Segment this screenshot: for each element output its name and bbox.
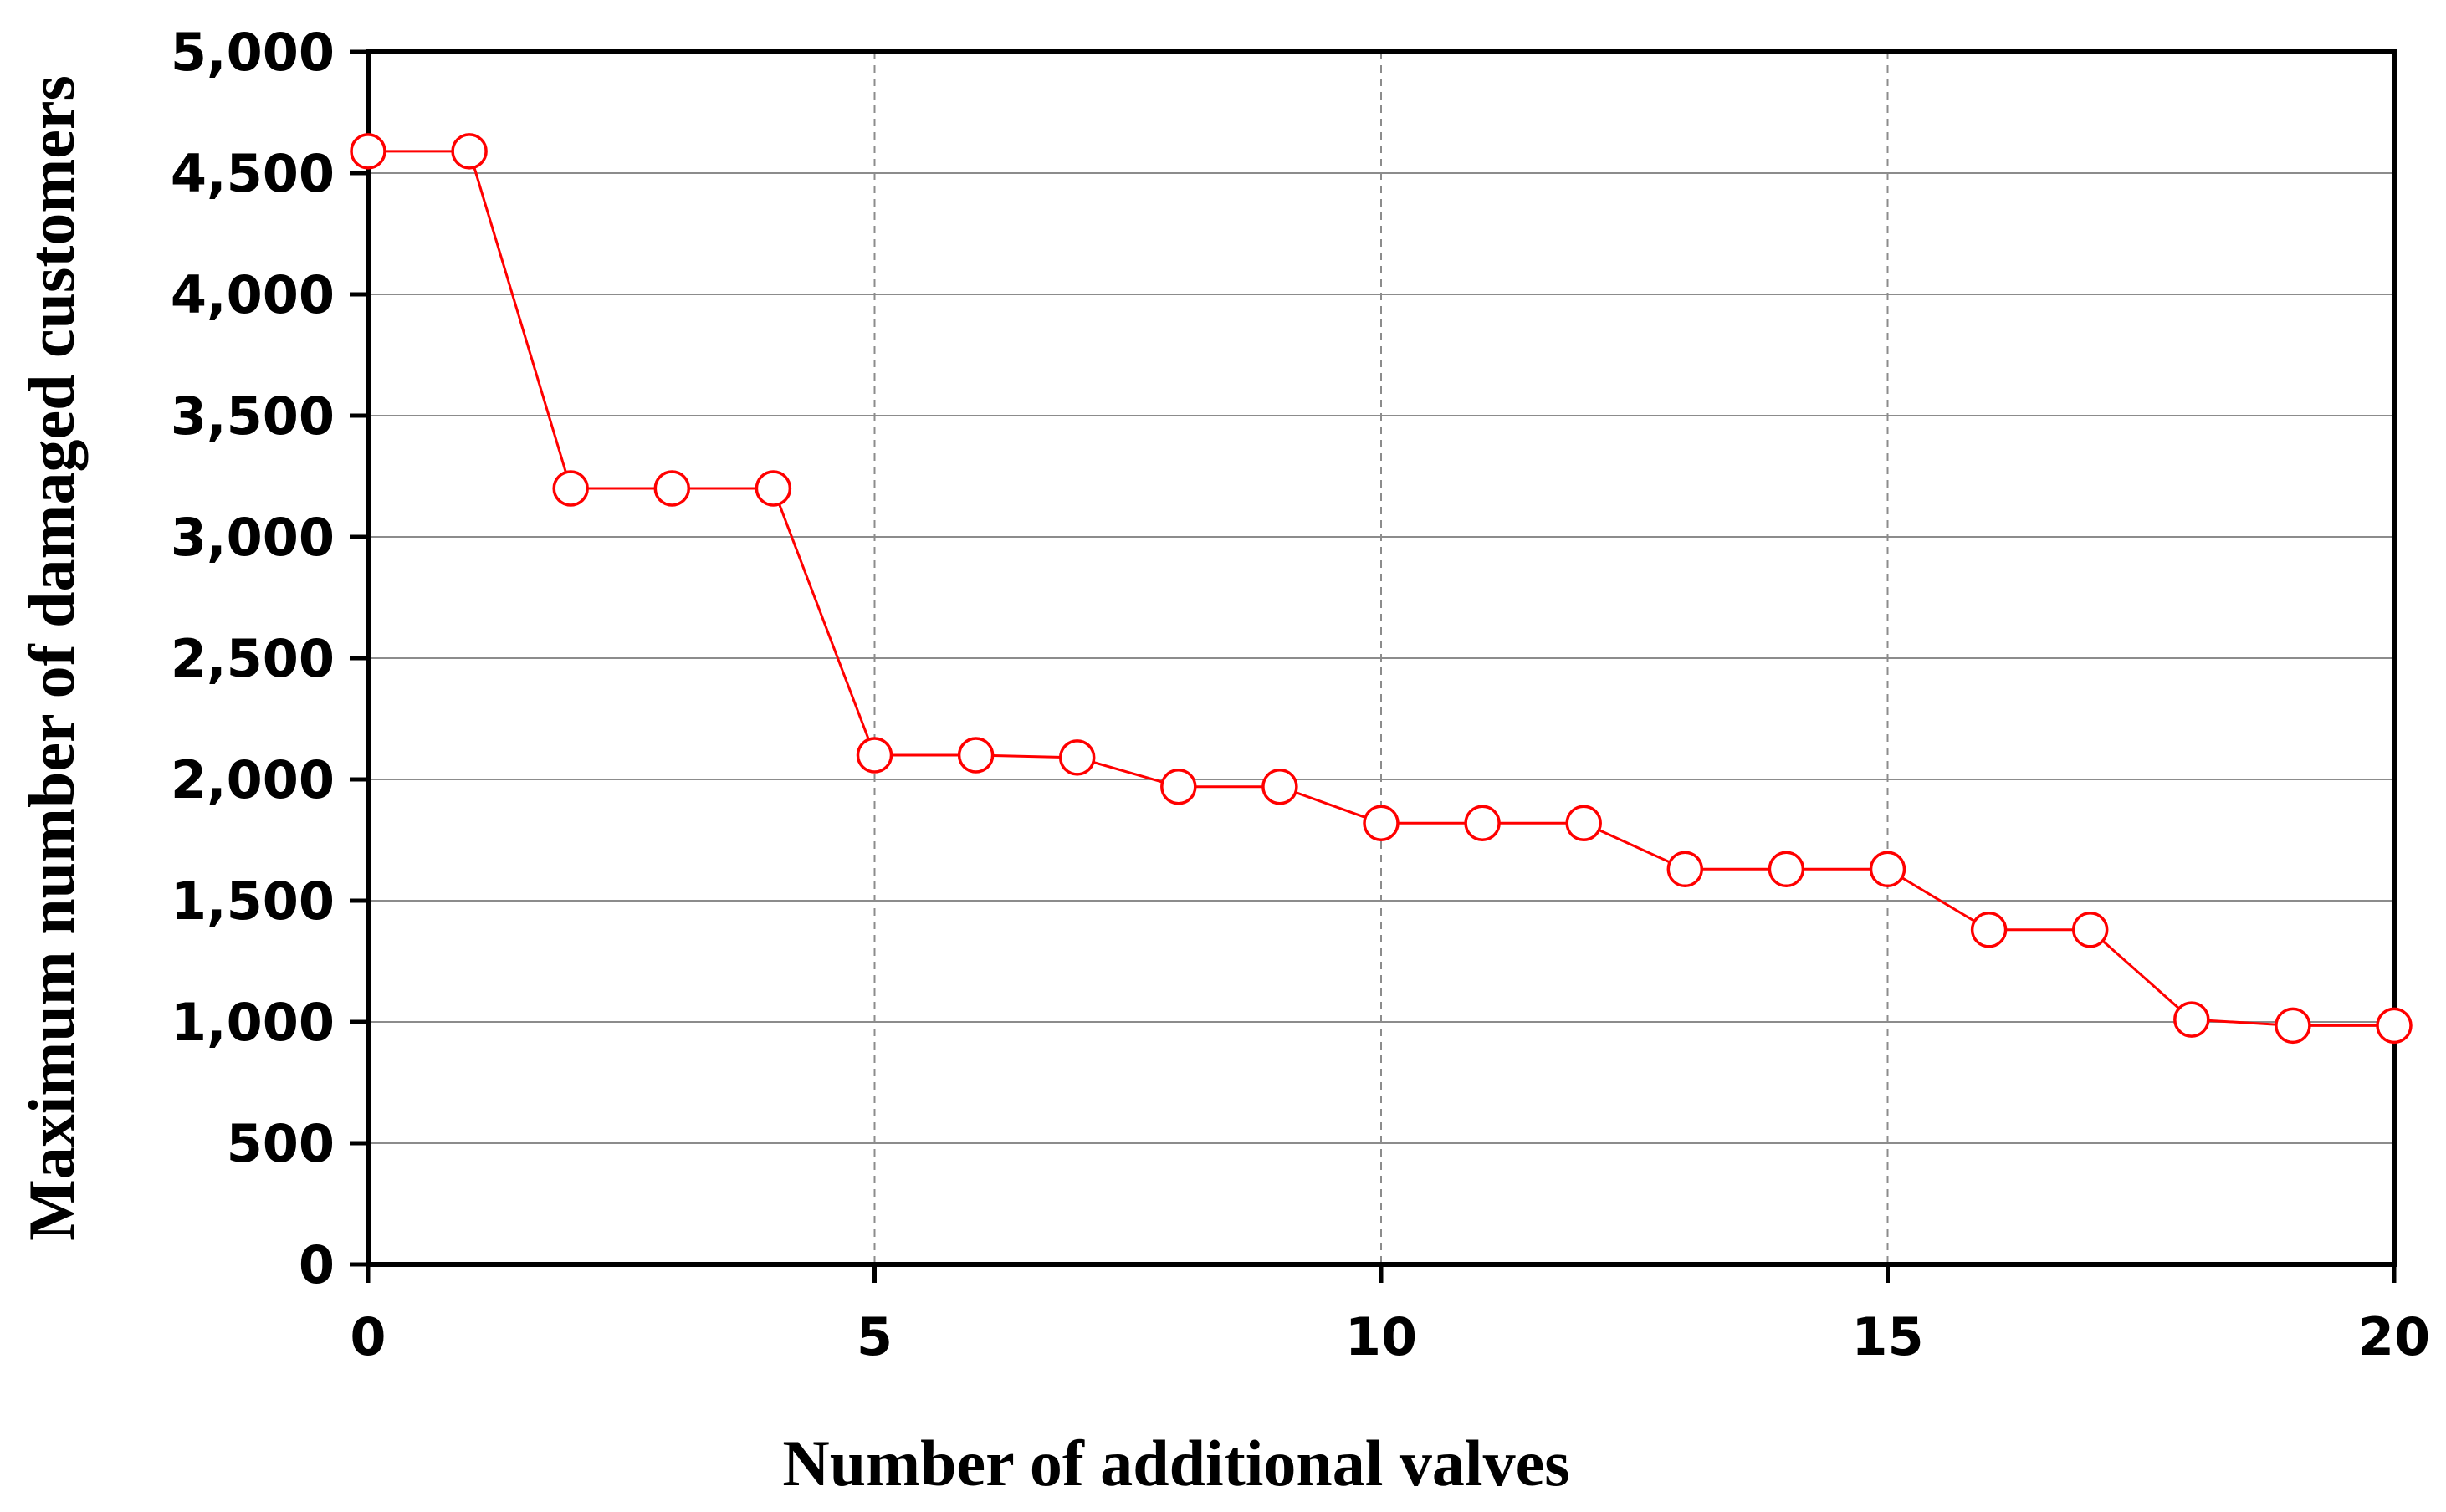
x-tick-label: 0 (350, 1306, 386, 1367)
y-tick-label: 5,000 (171, 22, 335, 83)
y-tick-label: 500 (227, 1113, 335, 1174)
data-point-marker (957, 737, 995, 774)
y-tick-label: 4,000 (171, 264, 335, 325)
y-axis-title: Maximum number of damaged customers (15, 75, 88, 1241)
x-tick-label: 10 (1345, 1306, 1417, 1367)
data-point-marker (755, 470, 792, 507)
data-point-marker (1869, 850, 1906, 888)
data-point-marker (1464, 805, 1501, 841)
data-point-marker (2275, 1007, 2311, 1045)
data-point-marker (2071, 912, 2109, 948)
y-tick-label: 1,500 (171, 871, 335, 932)
data-point-marker (2173, 1001, 2210, 1038)
data-point-marker (2376, 1007, 2413, 1045)
data-point-marker (1160, 768, 1197, 805)
data-point-marker (1970, 912, 2008, 948)
x-tick-label: 20 (2358, 1306, 2430, 1367)
x-axis-ticks: 0 5 10 15 20 (350, 1264, 2430, 1367)
data-point-marker (1261, 768, 1298, 805)
y-tick-label: 4,500 (171, 143, 335, 204)
x-tick-label: 5 (857, 1306, 893, 1367)
y-tick-label: 1,000 (171, 992, 335, 1053)
y-tick-label: 3,000 (171, 507, 335, 568)
y-tick-label: 0 (299, 1234, 335, 1295)
x-tick-label: 15 (1851, 1306, 1923, 1367)
y-axis-ticks: 0 500 1,000 1,500 2,000 2,500 3,000 3,500 4,000 4… (171, 22, 368, 1295)
data-series (350, 133, 2413, 1045)
data-point-marker (1565, 805, 1602, 841)
data-point-marker (653, 470, 691, 507)
grid-lines (368, 52, 2394, 1264)
data-point-marker (1058, 739, 1096, 776)
y-tick-label: 2,500 (171, 628, 335, 689)
data-point-marker (1768, 850, 1805, 888)
data-point-marker (451, 133, 488, 170)
data-point-marker (552, 470, 589, 507)
data-point-marker (350, 133, 386, 170)
x-axis-title: Number of additional valves (782, 1427, 1569, 1499)
y-tick-label: 2,000 (171, 749, 335, 810)
data-point-marker (1666, 850, 1704, 888)
data-point-marker (1363, 805, 1400, 841)
data-point-marker (856, 737, 893, 774)
y-tick-label: 3,500 (171, 386, 335, 447)
